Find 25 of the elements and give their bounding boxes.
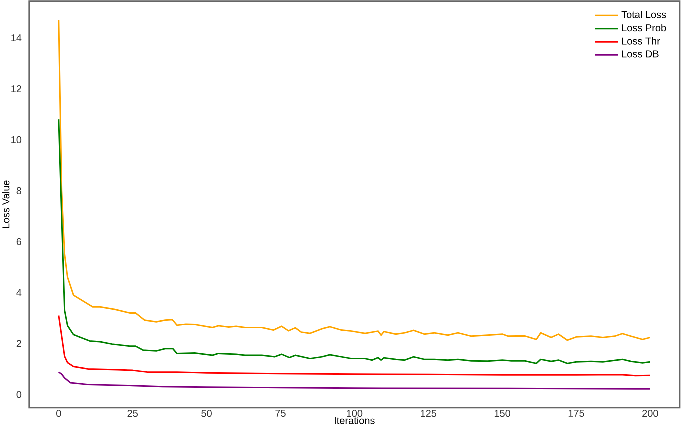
x-tick-label: 25 (128, 410, 138, 418)
x-tick-label: 100 (347, 410, 363, 418)
x-tick-label: 200 (642, 410, 658, 418)
y-tick-label: 14 (12, 34, 22, 42)
legend-label: Loss Thr (622, 38, 660, 45)
y-tick-label: 6 (16, 238, 22, 246)
x-tick-label: 75 (276, 410, 286, 418)
y-tick-label: 2 (16, 340, 22, 348)
x-tick-label: 150 (494, 410, 510, 418)
x-tick-label: 125 (421, 410, 437, 418)
x-tick-label: 50 (202, 410, 212, 418)
x-axis-title: Iterations (335, 416, 375, 424)
y-axis-title: Loss Value (2, 180, 10, 228)
x-tick-label: 175 (568, 410, 584, 418)
legend-label: Total Loss (622, 11, 666, 18)
legend-label: Loss DB (622, 50, 659, 58)
y-tick-label: 4 (16, 289, 22, 296)
line-series (58, 118, 652, 364)
y-tick-label: 8 (16, 187, 22, 194)
y-tick-label: 10 (12, 136, 22, 144)
y-tick-label: 0 (16, 391, 22, 398)
x-tick-label: 0 (56, 410, 62, 418)
y-tick-label: 12 (12, 85, 22, 92)
legend-label: Loss Prob (622, 24, 666, 32)
line-series (58, 372, 652, 390)
